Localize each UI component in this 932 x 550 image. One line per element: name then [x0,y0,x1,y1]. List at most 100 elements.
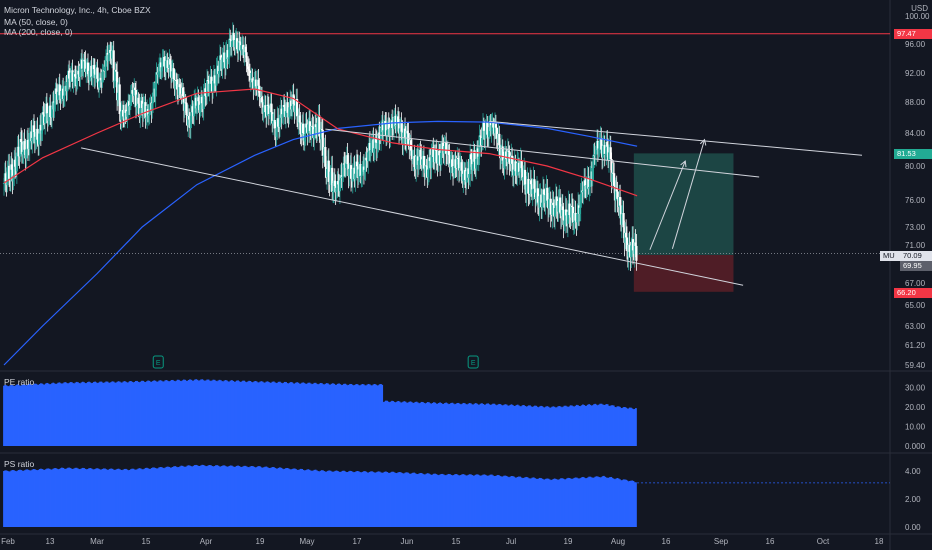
pe-bar[interactable] [74,382,77,446]
ps-bar[interactable] [116,468,119,527]
ps-bar[interactable] [591,477,594,527]
ps-bar[interactable] [22,470,25,527]
pe-bar[interactable] [306,383,308,446]
ps-bar[interactable] [123,468,126,527]
candle-body[interactable] [74,74,77,77]
pe-bar[interactable] [339,384,342,446]
candle-body[interactable] [238,41,241,43]
candle-body[interactable] [551,202,554,216]
pe-bar[interactable] [139,381,142,446]
candle-body[interactable] [552,202,555,206]
pe-bar[interactable] [349,383,352,446]
pe-bar[interactable] [83,382,85,446]
ps-bar[interactable] [191,466,194,527]
ps-bar[interactable] [85,469,88,527]
candle-body[interactable] [300,134,303,136]
candle-body[interactable] [340,175,343,179]
candle-body[interactable] [12,175,15,182]
candle-body[interactable] [574,212,577,221]
candle-body[interactable] [187,115,190,126]
pe-bar[interactable] [276,382,279,446]
candle-body[interactable] [625,237,629,250]
candle-body[interactable] [462,173,465,182]
candle-body[interactable] [382,130,385,133]
ps-bar[interactable] [487,475,490,527]
candle-body[interactable] [492,122,495,128]
candle-body[interactable] [93,69,96,79]
candle-body[interactable] [226,50,229,59]
ps-bar[interactable] [588,476,591,527]
pe-bar[interactable] [334,384,337,446]
pe-bar[interactable] [49,384,52,446]
ps-bar[interactable] [118,469,121,527]
ps-bar[interactable] [142,469,145,527]
candle-body[interactable] [18,156,21,158]
pe-bar[interactable] [275,383,278,446]
pe-bar[interactable] [562,406,565,446]
pe-bar[interactable] [575,404,578,446]
ps-bar[interactable] [214,465,217,527]
candle-body[interactable] [30,131,33,142]
candle-body[interactable] [154,83,157,97]
candle-body[interactable] [615,188,618,192]
candle-body[interactable] [438,150,441,156]
candle-body[interactable] [254,79,258,87]
ps-bar[interactable] [27,469,30,527]
pe-bar[interactable] [206,379,209,446]
candle-body[interactable] [503,158,506,169]
earnings-marker-1[interactable] [152,355,164,369]
stop-zone[interactable] [633,254,734,292]
pe-bar[interactable] [169,381,172,446]
candle-body[interactable] [559,197,562,213]
ps-bar[interactable] [405,472,408,527]
ps-bar[interactable] [367,472,370,527]
pe-bar[interactable] [62,383,65,446]
candle-body[interactable] [507,150,510,152]
pe-bar[interactable] [574,405,577,446]
pe-bar[interactable] [285,382,287,446]
candle-body[interactable] [391,120,394,128]
candle-body[interactable] [8,165,11,179]
ps-bar[interactable] [88,468,90,527]
ps-bar[interactable] [247,467,249,527]
candle-body[interactable] [271,120,275,124]
pe-bar[interactable] [112,381,115,446]
ps-bar[interactable] [89,468,92,527]
trendline-1[interactable] [81,147,744,286]
ps-bar[interactable] [192,465,195,527]
ps-bar[interactable] [388,472,391,527]
ps-bar[interactable] [155,468,158,527]
pe-bar[interactable] [229,380,232,446]
candle-body[interactable] [194,97,198,109]
pe-bar[interactable] [291,382,294,446]
candle-body[interactable] [528,193,531,195]
ps-bar[interactable] [348,471,350,527]
candle-body[interactable] [10,164,13,170]
pe-bar[interactable] [265,381,268,446]
ps-bar[interactable] [286,467,289,527]
ps-bar[interactable] [136,469,138,527]
ps-bar[interactable] [184,466,186,527]
ps-bar[interactable] [49,469,52,527]
ps-bar[interactable] [378,471,381,527]
pe-bar[interactable] [467,403,470,446]
candle-body[interactable] [486,122,489,135]
candle-body[interactable] [372,139,375,153]
candle-body[interactable] [571,206,575,223]
ps-bar[interactable] [338,471,340,527]
ps-bar[interactable] [32,469,35,527]
ps-bar[interactable] [373,472,376,527]
ps-bar[interactable] [251,466,254,527]
pe-bar[interactable] [213,379,216,446]
candle-body[interactable] [128,101,131,107]
pe-bar[interactable] [498,403,501,446]
candle-body[interactable] [161,60,164,68]
pe-bar[interactable] [20,385,23,446]
candle-body[interactable] [469,154,473,160]
candle-body[interactable] [505,151,508,160]
candle-body[interactable] [594,154,597,156]
pe-bar[interactable] [620,408,623,446]
candle-body[interactable] [23,141,26,150]
ps-bar[interactable] [264,466,267,527]
pe-bar[interactable] [586,404,589,446]
